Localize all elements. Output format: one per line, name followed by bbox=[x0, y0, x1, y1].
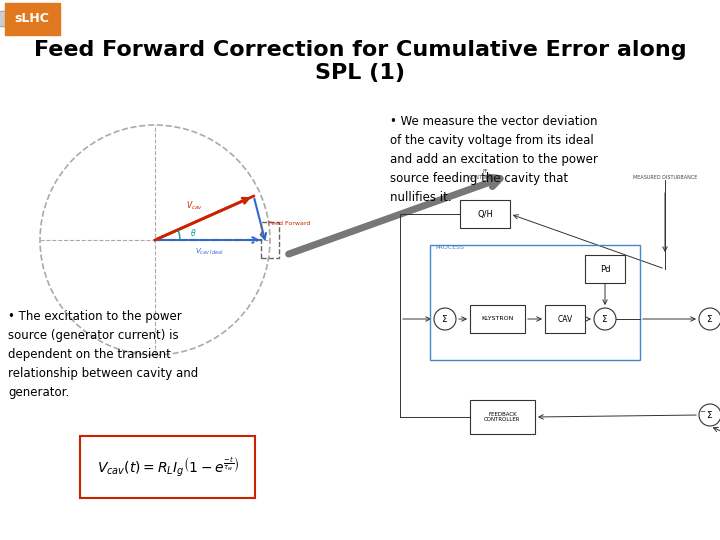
Bar bbox=[470, 305, 525, 333]
Text: $\Sigma$: $\Sigma$ bbox=[441, 314, 449, 325]
Circle shape bbox=[0, 11, 11, 27]
Text: FF
CONTROLLER: FF CONTROLLER bbox=[469, 169, 502, 180]
Circle shape bbox=[699, 404, 720, 426]
Bar bbox=[460, 200, 510, 228]
Text: Feed Forward: Feed Forward bbox=[268, 220, 310, 226]
Text: −: − bbox=[699, 409, 705, 415]
Text: $V_{cav}(t)=R_L I_g\left(1-e^{\frac{-t}{\tau_w}}\right)$: $V_{cav}(t)=R_L I_g\left(1-e^{\frac{-t}{… bbox=[96, 455, 239, 479]
Bar bbox=[80, 436, 255, 498]
Text: FEEDBACK
CONTROLLER: FEEDBACK CONTROLLER bbox=[485, 411, 521, 422]
Text: $\Sigma$: $\Sigma$ bbox=[706, 409, 714, 421]
Circle shape bbox=[594, 308, 616, 330]
Text: CAV: CAV bbox=[557, 314, 572, 323]
Bar bbox=[261, 222, 279, 258]
Circle shape bbox=[434, 308, 456, 330]
Bar bbox=[585, 255, 625, 283]
Text: Pd: Pd bbox=[600, 265, 611, 273]
Text: $V_{cav}$: $V_{cav}$ bbox=[186, 200, 202, 212]
Text: Feed Forward Correction for Cumulative Error along: Feed Forward Correction for Cumulative E… bbox=[34, 40, 686, 60]
Bar bbox=[470, 400, 535, 434]
Bar bbox=[5, 3, 60, 35]
Text: $\theta$: $\theta$ bbox=[190, 226, 197, 238]
Text: • We measure the vector deviation
of the cavity voltage from its ideal
and add a: • We measure the vector deviation of the… bbox=[390, 115, 598, 204]
Text: Q/H: Q/H bbox=[477, 210, 493, 219]
Text: $\Sigma$: $\Sigma$ bbox=[601, 314, 608, 325]
Text: PROCESS: PROCESS bbox=[435, 245, 464, 250]
Bar bbox=[545, 305, 585, 333]
Bar bbox=[430, 245, 640, 360]
Text: MEASURED DISTURBANCE: MEASURED DISTURBANCE bbox=[633, 175, 697, 180]
Text: $\Sigma$: $\Sigma$ bbox=[706, 314, 714, 325]
Text: $V_{cav\ Ideal}$: $V_{cav\ Ideal}$ bbox=[194, 247, 223, 257]
Text: sLHC: sLHC bbox=[14, 12, 50, 25]
Text: KLYSTRON: KLYSTRON bbox=[481, 316, 513, 321]
Circle shape bbox=[699, 308, 720, 330]
Text: • The excitation to the power
source (generator current) is
dependent on the tra: • The excitation to the power source (ge… bbox=[8, 310, 198, 399]
Text: SPL (1): SPL (1) bbox=[315, 63, 405, 83]
